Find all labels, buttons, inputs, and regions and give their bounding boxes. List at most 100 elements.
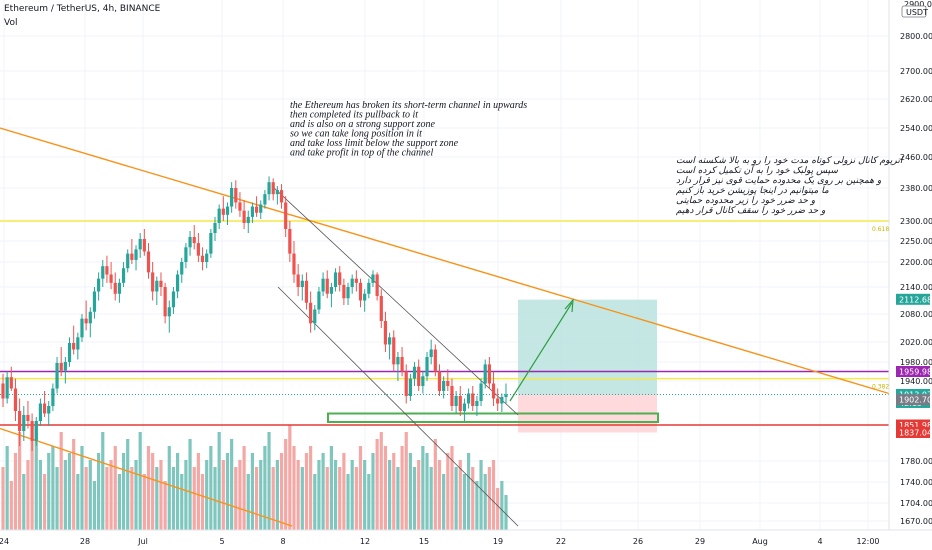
candle-body — [221, 208, 225, 215]
volume-bar — [63, 460, 67, 530]
volume-bar — [504, 495, 508, 530]
candle-body — [504, 394, 508, 397]
volume-bar — [300, 467, 304, 530]
volume-bar — [146, 446, 151, 530]
volume-bar — [1, 467, 5, 530]
price-axis[interactable]: 2800.00 2700.00 2620.00 2540.00 2460.00 2380.… — [888, 0, 932, 530]
volume-bar — [180, 474, 184, 530]
volume-bar — [47, 453, 51, 530]
candle-body — [346, 287, 350, 299]
candle-body — [454, 396, 458, 406]
candle-body — [392, 337, 396, 365]
volume-bar — [342, 453, 346, 530]
target-arrow-head — [564, 298, 574, 313]
candle-body — [483, 364, 487, 384]
volume-bar — [51, 446, 55, 530]
candle-body — [354, 278, 358, 283]
persian-annotation-line: ما میتوانیم در اینجا پوزیشن خرید باز کنی… — [676, 186, 829, 196]
candle-body — [487, 364, 491, 384]
candle-body — [466, 393, 471, 404]
volume-bar — [446, 453, 450, 530]
price-tick-label: 2540.00 — [900, 124, 932, 133]
volume-bar — [404, 432, 408, 530]
volume-bar — [9, 481, 13, 530]
volume-bar — [188, 439, 192, 530]
time-tick-label: 26 — [633, 537, 643, 546]
volume-bar — [421, 446, 425, 530]
candle-body — [205, 253, 209, 262]
volume-bar — [350, 460, 354, 530]
price-tag-label: 1959.98 — [899, 368, 932, 377]
volume-bar — [450, 446, 454, 530]
candle-body — [217, 208, 221, 223]
volume-bar — [292, 446, 296, 530]
volume-bar — [275, 460, 279, 530]
price-tick-label: 1704.00 — [900, 499, 932, 508]
candle-body — [225, 206, 230, 215]
drawing-zones — [327, 299, 659, 433]
candle-body — [496, 398, 500, 404]
fib-level-label: 0.618 — [872, 226, 889, 233]
time-tick-label: Jul — [137, 537, 148, 546]
volume-bar — [317, 460, 321, 530]
volume-bar — [72, 439, 76, 530]
volume-bar — [371, 453, 375, 530]
volume-bar — [458, 460, 462, 530]
volume-bar — [437, 460, 442, 530]
symbol-title[interactable]: Ethereum / TetherUS, 4h, BINANCE — [4, 4, 161, 14]
volume-bar — [109, 460, 113, 530]
persian-annotation-line: و حد ضرر خود را زیر محدوده حمایتی — [676, 196, 816, 206]
candle-body — [167, 307, 171, 317]
currency-badge[interactable] — [901, 5, 927, 18]
volume-bar — [230, 439, 234, 530]
volume-bar — [213, 467, 217, 530]
take-profit-zone — [518, 299, 657, 395]
candlesticks — [1, 176, 508, 451]
candle-body — [171, 291, 176, 308]
candle-body — [491, 383, 496, 399]
volume-bar — [417, 460, 421, 530]
time-tick-label: 29 — [695, 537, 705, 546]
volume-bar — [250, 453, 255, 530]
volume-bar — [92, 481, 97, 530]
volume-bar — [234, 467, 238, 530]
english-annotation-line: the Ethereum has broken its short-term c… — [290, 100, 527, 111]
time-tick-label: 5 — [219, 537, 224, 546]
volume-bar — [42, 474, 47, 530]
candle-body — [238, 202, 242, 211]
volume-bar — [117, 474, 121, 530]
volume-bar — [254, 467, 259, 530]
volume-bars — [1, 425, 508, 530]
volume-bar — [383, 446, 388, 530]
volume-indicator-label[interactable]: Vol — [4, 18, 18, 28]
price-tag — [896, 366, 930, 378]
candle-body — [213, 223, 217, 233]
volume-bar — [462, 474, 467, 530]
candle-body — [126, 253, 130, 269]
volume-bar — [175, 453, 180, 530]
annotation-notes: the Ethereum has broken its short-term c… — [290, 100, 904, 216]
candle-body — [284, 202, 288, 229]
time-axis[interactable]: 24 28 Jul 5 8 12 15 19 22 26 29 Aug 4 12:00 — [0, 529, 932, 546]
volume-bar — [97, 453, 101, 530]
candle-body — [9, 377, 13, 389]
volume-bar — [346, 474, 350, 530]
candle-body — [80, 318, 84, 338]
time-tick-label: 12 — [360, 537, 370, 546]
volume-bar — [171, 467, 176, 530]
persian-annotation-line: و همچنین بر روی یک محدوده حمایت قوی نیز … — [676, 176, 882, 186]
candle-body — [5, 377, 9, 399]
volume-bar — [126, 439, 130, 530]
volume-bar — [67, 453, 72, 530]
persian-annotation-line: سپس پولبک خود را به آن تکمیل کرده است — [676, 164, 838, 176]
volume-bar — [5, 446, 9, 530]
candle-body — [417, 366, 421, 386]
candle-body — [109, 274, 113, 283]
price-tick-label: 1780.00 — [900, 457, 932, 466]
volume-bar — [271, 467, 275, 530]
candle-body — [200, 255, 205, 262]
volume-bar — [354, 467, 358, 530]
volume-bar — [242, 446, 246, 530]
volume-bar — [429, 467, 433, 530]
